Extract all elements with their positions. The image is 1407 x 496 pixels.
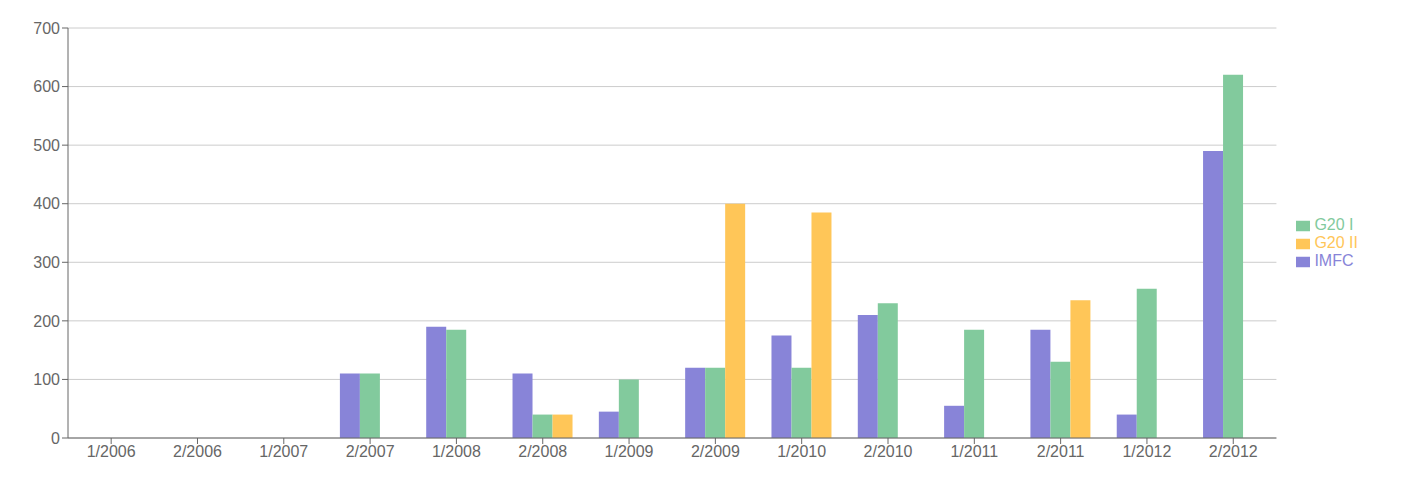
svg-text:1/2007: 1/2007 (259, 443, 308, 460)
svg-text:700: 700 (33, 20, 60, 37)
svg-text:100: 100 (33, 371, 60, 388)
svg-text:2/2012: 2/2012 (1209, 443, 1258, 460)
svg-text:1/2006: 1/2006 (87, 443, 136, 460)
svg-text:2/2007: 2/2007 (346, 443, 395, 460)
svg-text:300: 300 (33, 254, 60, 271)
svg-text:2/2006: 2/2006 (173, 443, 222, 460)
svg-text:2/2008: 2/2008 (518, 443, 567, 460)
svg-text:2/2010: 2/2010 (864, 443, 913, 460)
svg-text:2/2009: 2/2009 (691, 443, 740, 460)
svg-text:1/2010: 1/2010 (777, 443, 826, 460)
svg-text:200: 200 (33, 313, 60, 330)
svg-text:400: 400 (33, 195, 60, 212)
svg-text:1/2009: 1/2009 (605, 443, 654, 460)
svg-text:600: 600 (33, 78, 60, 95)
html-text:G20 II: G20 II (1314, 234, 1358, 251)
svg-text:1/2011: 1/2011 (950, 443, 998, 460)
html-text:IMFC: IMFC (1314, 252, 1354, 269)
svg-text:2/2011: 2/2011 (1037, 443, 1085, 460)
svg-text:1/2012: 1/2012 (1122, 443, 1171, 460)
svg-text:1/2008: 1/2008 (432, 443, 481, 460)
html-text:G20 I: G20 I (1314, 216, 1354, 233)
svg-text:500: 500 (33, 137, 60, 154)
svg-text:0: 0 (51, 430, 60, 447)
